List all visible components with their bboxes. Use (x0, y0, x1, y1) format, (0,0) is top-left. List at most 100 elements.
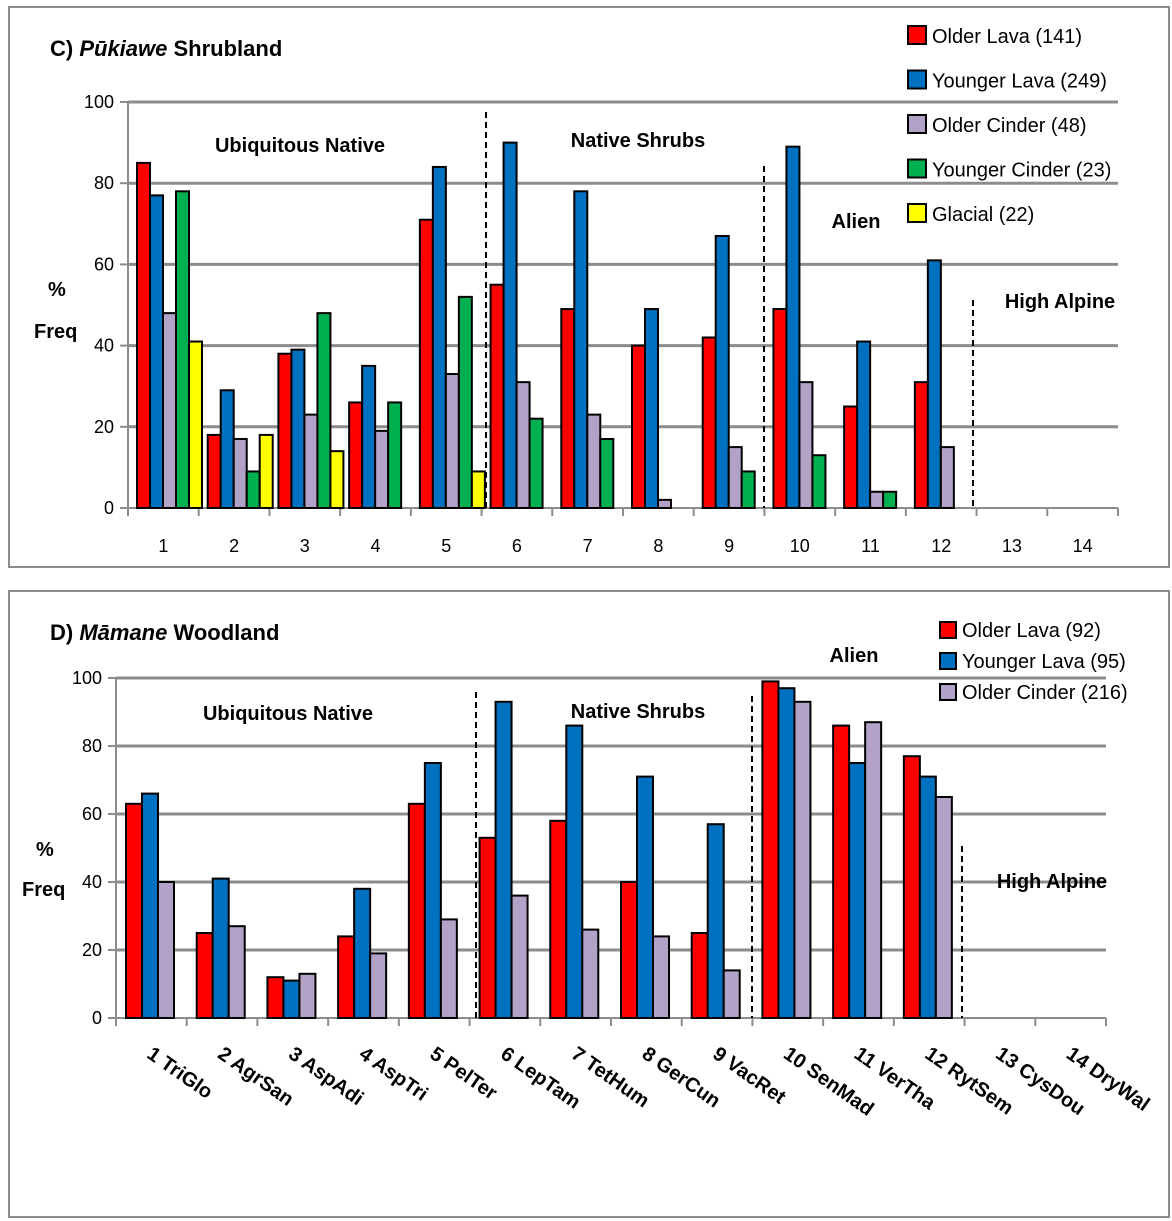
chart-d-legend-label: Older Cinder (216) (962, 682, 1128, 704)
chart-c-bar (528, 417, 544, 509)
chart-d-bar (141, 792, 159, 1019)
chart-c-bar (599, 437, 615, 510)
chart-d-ylabel-line1: % (36, 839, 54, 861)
chart-c-region-label: Alien (832, 211, 881, 233)
chart-d-bar (282, 979, 301, 1020)
chart-d-legend-swatch (939, 683, 957, 701)
panel-d-mamane-woodland: D) Māmane Woodland 0 20 40 60 80 100% Freq 1 Tri… (8, 590, 1170, 1218)
chart-d-region-label: Ubiquitous Native (203, 703, 373, 725)
chart-d-bar (722, 969, 741, 1019)
chart-d-bar (690, 932, 709, 1019)
chart-c-legend-label: Younger Lava (249) (932, 71, 1107, 93)
chart-c-legend-swatch (907, 69, 927, 90)
panel-c-pukiawe-shrubland: C) Pūkiawe Shrubland 0 20 40 60 80 100% Freq 1 2 3… (8, 6, 1170, 568)
chart-d-bar (864, 721, 883, 1019)
chart-d-ytick-label: 100 (72, 668, 102, 688)
chart-d-bar (195, 932, 214, 1019)
chart-d-bar (706, 823, 725, 1019)
chart-d-svg: D) Māmane Woodland 0 20 40 60 80 100% Freq 1 Tri… (22, 620, 1153, 1121)
chart-c-bar (714, 234, 730, 509)
chart-d-bar (581, 928, 600, 1020)
chart-d-bar (832, 724, 851, 1019)
chart-c-bar (772, 308, 788, 509)
chart-c-ylabel-line2: Freq (34, 321, 77, 343)
chart-c-region-label: High Alpine (1005, 291, 1115, 313)
chart-c-bar (149, 194, 164, 509)
chart-d-bar (439, 918, 458, 1019)
chart-c-ytick-label: 60 (94, 254, 114, 274)
chart-c-bar (387, 401, 403, 509)
chart-c-bar (926, 259, 942, 509)
chart-c-bar (740, 470, 756, 509)
chart-d-bar (636, 775, 654, 1019)
chart-c-bar (644, 308, 659, 509)
chart-d-region-label: Alien (830, 645, 879, 667)
chart-c-bar (631, 344, 646, 509)
chart-c-bar (175, 190, 190, 509)
chart-d-bar (369, 952, 388, 1019)
chart-c-xtick-label: 13 (1002, 536, 1022, 556)
chart-c-bar (418, 218, 434, 510)
chart-d-ytick-label: 80 (82, 736, 102, 756)
chart-c-xtick-label: 10 (790, 536, 810, 556)
chart-c-bar (361, 364, 377, 509)
chart-c-ytick-label: 20 (94, 417, 114, 437)
chart-c-ytick-label: 40 (94, 336, 114, 356)
chart-d-bar (549, 819, 568, 1019)
chart-c-bar (188, 340, 203, 510)
chart-c-bar (785, 145, 801, 509)
chart-c-bar (882, 490, 898, 510)
chart-d-bar (620, 881, 638, 1019)
chart-c-ytick-label: 0 (104, 498, 114, 518)
chart-d-ytick-label: 40 (82, 872, 102, 892)
chart-d-bar (761, 680, 780, 1020)
chart-d-bar (510, 894, 529, 1020)
chart-c-bar (431, 165, 447, 510)
chart-d-xtick-label: 8 GerCun (638, 1043, 724, 1113)
chart-c-bar (798, 381, 814, 510)
chart-c-legend-label: Older Cinder (48) (932, 115, 1087, 137)
chart-c-bar (444, 373, 460, 509)
chart-d-bar (494, 700, 513, 1020)
chart-c-bar (586, 413, 602, 509)
chart-d-xtick-label: 7 TetHum (567, 1043, 653, 1112)
chart-c-legend-swatch (907, 25, 927, 45)
chart-d-xtick-label: 4 AspTri (355, 1043, 432, 1106)
chart-c-xtick-label: 9 (724, 536, 734, 556)
chart-d-ytick-label: 20 (82, 940, 102, 960)
chart-c-bar (727, 446, 743, 510)
chart-d-xtick-label: 1 TriGlo (143, 1043, 217, 1104)
chart-c-bar (869, 490, 885, 510)
chart-d-title-suffix: Woodland (167, 620, 279, 645)
chart-d-xtick-label: 5 PelTer (426, 1043, 501, 1105)
chart-c-xtick-label: 11 (861, 536, 880, 556)
chart-d-bar (266, 976, 285, 1020)
chart-c-xtick-label: 3 (300, 536, 310, 556)
chart-c-bar (515, 381, 531, 510)
chart-c-xtick-label: 4 (370, 536, 380, 556)
chart-c-bar (939, 446, 955, 510)
chart-d-bar (407, 802, 426, 1019)
chart-d-region-label: Native Shrubs (571, 701, 705, 723)
chart-c-xtick-label: 6 (512, 536, 522, 556)
chart-c-legend-swatch (907, 158, 927, 179)
chart-c-ytick-label: 100 (84, 92, 114, 112)
chart-c-bar (348, 401, 364, 509)
chart-c-bar (560, 308, 576, 509)
chart-d-bar (934, 796, 953, 1019)
chart-d-bar (423, 762, 442, 1019)
chart-d-bar (211, 877, 230, 1019)
chart-c-xtick-label: 1 (158, 536, 168, 556)
chart-c-bar (258, 433, 274, 510)
chart-d-bar (478, 836, 497, 1019)
chart-d-xtick-label: 6 LepTam (496, 1043, 584, 1114)
chart-c-bar (489, 283, 505, 510)
chart-c-bar (843, 405, 859, 509)
chart-d-ytick-label: 0 (92, 1008, 102, 1028)
chart-c-xtick-label: 5 (441, 536, 451, 556)
chart-c-bar (811, 454, 827, 509)
chart-d-bar (157, 881, 175, 1019)
chart-c-xtick-label: 7 (583, 536, 593, 556)
chart-d-bar (902, 755, 921, 1019)
